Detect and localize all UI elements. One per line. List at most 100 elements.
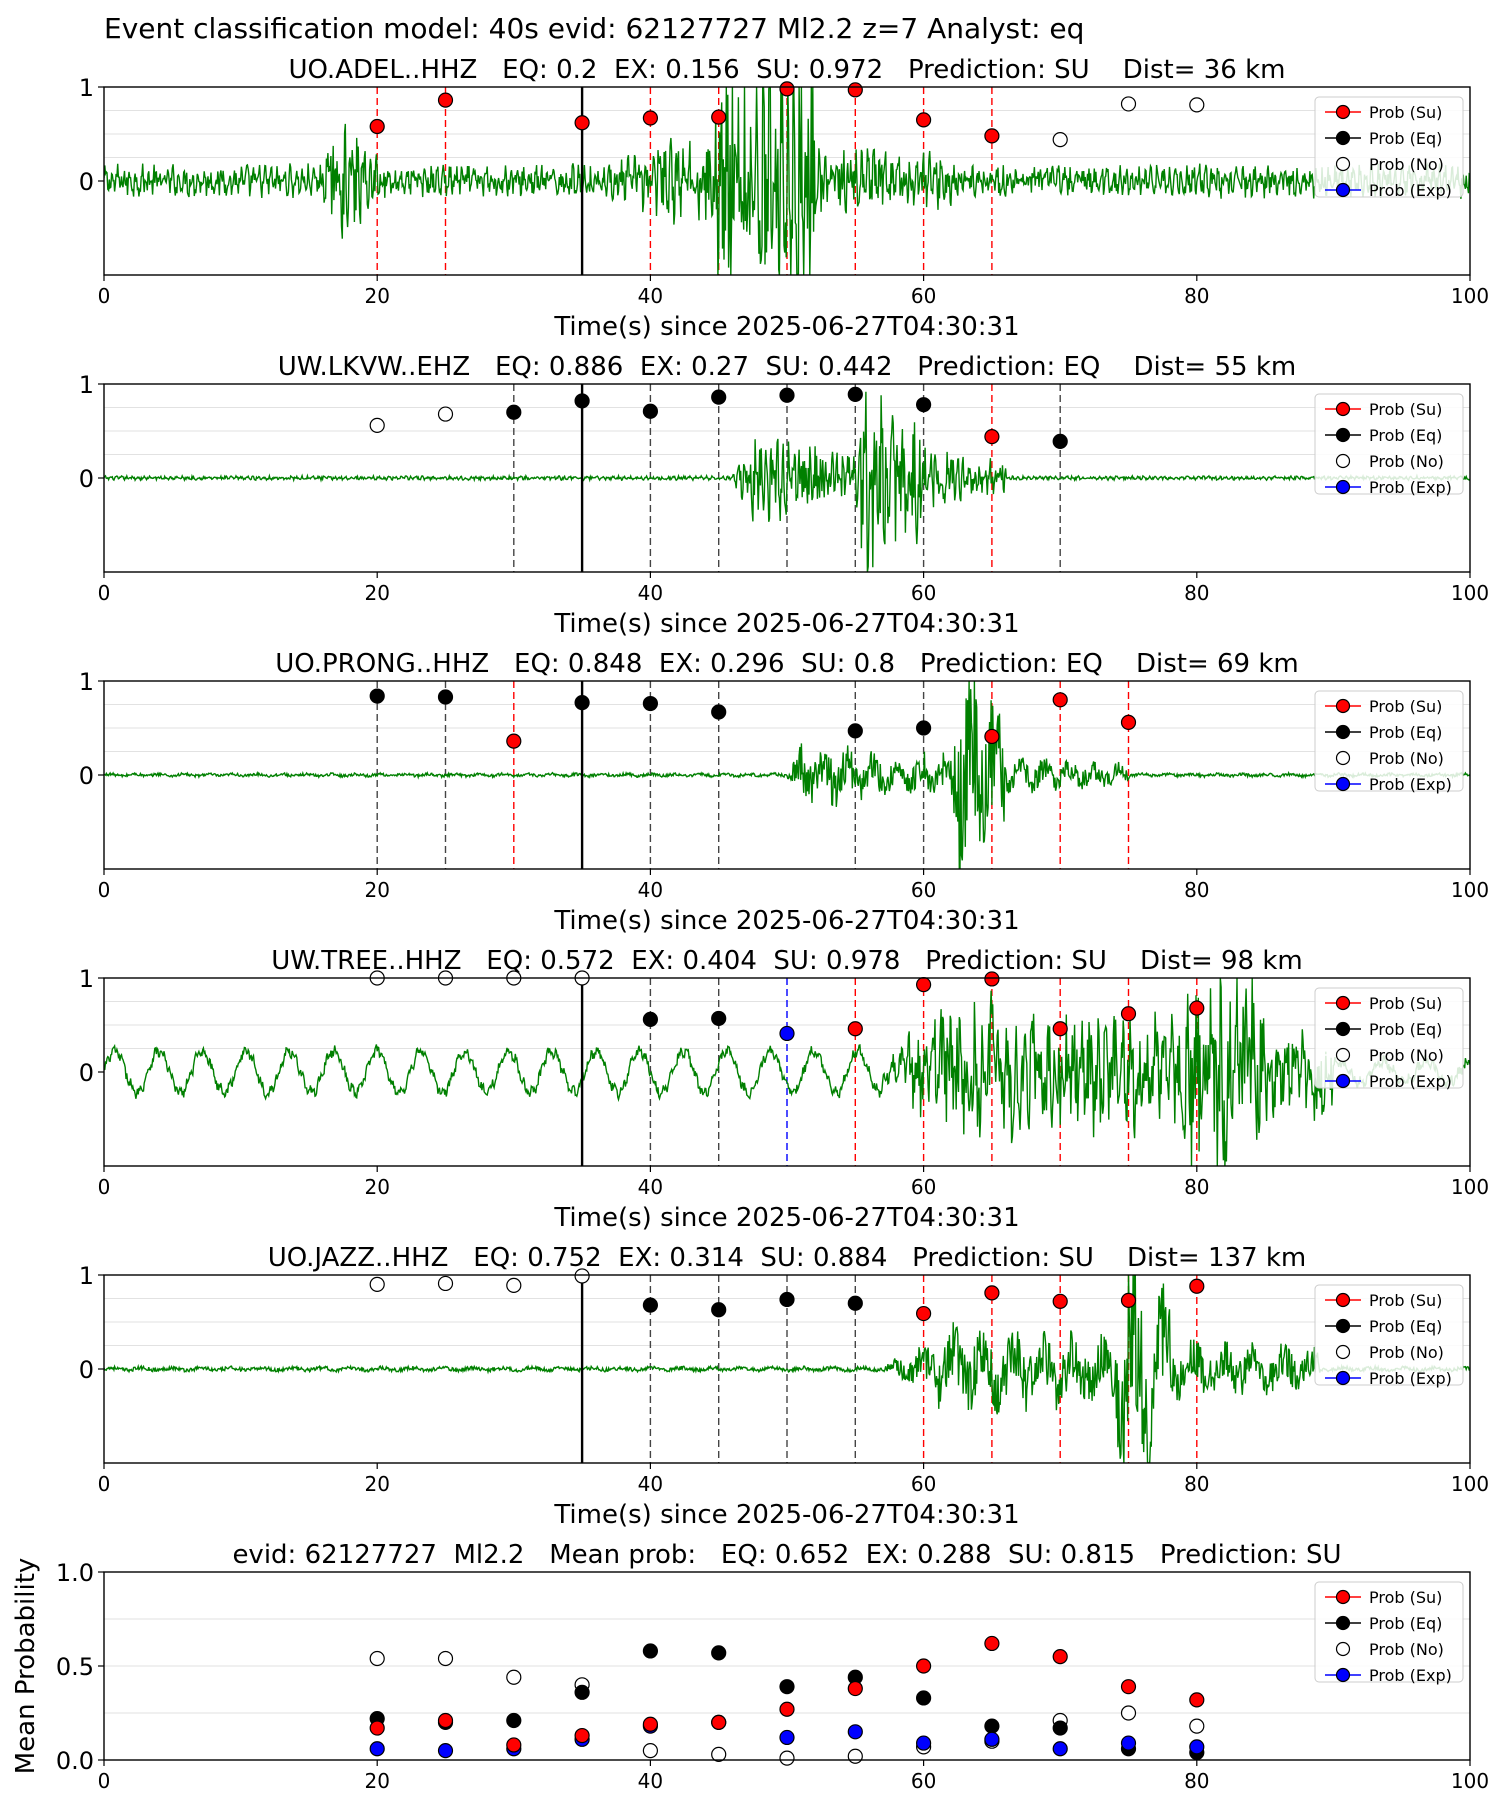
prob-point-su bbox=[1120, 1292, 1137, 1308]
y-tick-label: 1 bbox=[79, 74, 94, 102]
legend-label: Prob (Exp) bbox=[1369, 478, 1452, 497]
panel-2: 0 20 40 60 80 100 0 1 UW.LKVW..EHZ EQ: 0.886 EX:… bbox=[79, 352, 1489, 639]
mean-prob-point-exp bbox=[984, 1731, 1000, 1747]
legend-label: Prob (Su) bbox=[1369, 1291, 1442, 1310]
legend-marker-exp bbox=[1335, 182, 1351, 198]
prob-point-su bbox=[984, 971, 1000, 987]
x-tick-label: 0 bbox=[98, 581, 111, 605]
x-tick-label: 60 bbox=[911, 1175, 936, 1199]
mean-prob-point-su bbox=[1120, 1679, 1137, 1695]
x-axis-label: Time(s) since 2025-06-27T04:30:31 bbox=[553, 312, 1019, 342]
mean-prob-point-no bbox=[1120, 1705, 1137, 1721]
x-tick-label: 80 bbox=[1184, 1472, 1209, 1496]
prob-point-eq bbox=[437, 689, 454, 705]
prob-point-eq bbox=[915, 720, 932, 736]
legend-box bbox=[1314, 96, 1464, 198]
mean-prob-point-exp bbox=[1120, 1735, 1137, 1751]
prob-point-eq bbox=[711, 704, 727, 720]
legend-label: Prob (No) bbox=[1369, 1046, 1444, 1065]
legend-label: Prob (No) bbox=[1369, 1640, 1444, 1659]
legend-label: Prob (Su) bbox=[1369, 994, 1442, 1013]
x-tick-label: 40 bbox=[638, 1175, 663, 1199]
mean-prob-point-su bbox=[1052, 1648, 1068, 1665]
prob-point-su bbox=[1120, 714, 1137, 730]
x-tick-label: 20 bbox=[364, 581, 389, 605]
mean-prob-point-eq bbox=[915, 1690, 932, 1706]
prob-point-no bbox=[1052, 132, 1068, 148]
legend-label: Prob (Exp) bbox=[1369, 1369, 1452, 1388]
mean-prob-point-su bbox=[711, 1714, 727, 1731]
legend-marker-su bbox=[1335, 698, 1351, 714]
waveform-trace bbox=[104, 391, 1470, 572]
mean-prob-point-eq bbox=[506, 1712, 522, 1729]
y-tick-label: 0.5 bbox=[56, 1653, 94, 1681]
legend-label: Prob (Eq) bbox=[1369, 426, 1442, 445]
mean-prob-point-no bbox=[847, 1748, 863, 1764]
prob-point-eq bbox=[369, 688, 385, 704]
prob-point-no bbox=[437, 1275, 454, 1292]
prob-point-eq bbox=[642, 1297, 659, 1313]
legend-marker-eq bbox=[1335, 1318, 1351, 1334]
prob-point-su bbox=[984, 728, 1000, 745]
x-tick-label: 80 bbox=[1184, 581, 1209, 605]
legend-label: Prob (Su) bbox=[1369, 697, 1442, 716]
mean-prob-point-no bbox=[642, 1742, 659, 1759]
prob-point-su bbox=[915, 112, 932, 128]
legend-label: Prob (No) bbox=[1369, 1343, 1444, 1362]
prob-point-no bbox=[369, 417, 385, 433]
y-tick-label: 0.0 bbox=[56, 1747, 94, 1775]
prob-point-su bbox=[1052, 1021, 1068, 1037]
prob-point-su bbox=[437, 92, 454, 108]
legend-marker-su bbox=[1335, 1292, 1351, 1308]
legend: Prob (Su) Prob (Eq) Prob (No) Prob (Exp) bbox=[1314, 1581, 1464, 1685]
y-axis-label: Mean Probability bbox=[11, 1558, 41, 1775]
x-tick-label: 40 bbox=[638, 1472, 663, 1496]
prob-point-su bbox=[984, 128, 1000, 144]
waveform-trace bbox=[104, 1275, 1470, 1463]
mean-prob-point-eq bbox=[1052, 1720, 1068, 1736]
prob-point-su bbox=[642, 110, 659, 126]
legend-label: Prob (Exp) bbox=[1369, 775, 1452, 794]
legend-marker-no bbox=[1335, 1047, 1351, 1063]
prob-point-eq bbox=[506, 404, 522, 420]
prob-point-su bbox=[915, 1305, 932, 1322]
legend-marker-no bbox=[1335, 1344, 1351, 1360]
prob-point-su bbox=[1052, 1293, 1068, 1309]
x-tick-label: 60 bbox=[911, 1472, 936, 1496]
legend-label: Prob (Exp) bbox=[1369, 1666, 1452, 1685]
y-tick-label: 1 bbox=[79, 371, 94, 399]
prob-point-eq bbox=[847, 386, 863, 402]
legend-marker-eq bbox=[1335, 427, 1351, 443]
x-tick-label: 60 bbox=[911, 581, 936, 605]
mean-prob-point-su bbox=[779, 1701, 795, 1717]
prob-point-eq bbox=[642, 1011, 659, 1027]
x-tick-label: 20 bbox=[364, 878, 389, 902]
mean-prob-point-eq bbox=[642, 1643, 659, 1659]
x-tick-label: 0 bbox=[98, 1472, 111, 1496]
y-tick-label: 1 bbox=[79, 668, 94, 696]
prob-point-su bbox=[1052, 692, 1068, 708]
mean-prob-point-no bbox=[437, 1650, 454, 1667]
x-tick-label: 80 bbox=[1184, 1769, 1209, 1793]
x-axis-label: Time(s) since 2025-06-27T04:30:31 bbox=[553, 906, 1019, 936]
mean-prob-point-su bbox=[1189, 1692, 1205, 1708]
y-tick-label: 1 bbox=[79, 1262, 94, 1290]
panel-title: UW.LKVW..EHZ EQ: 0.886 EX: 0.27 SU: 0.44… bbox=[278, 352, 1296, 382]
legend: Prob (Su) Prob (Eq) Prob (No) Prob (Exp) bbox=[1314, 393, 1464, 497]
prob-point-eq bbox=[711, 1302, 727, 1318]
prob-point-no bbox=[506, 1277, 522, 1293]
prob-point-eq bbox=[915, 397, 932, 413]
prob-point-su bbox=[574, 115, 590, 131]
panel-title: UO.JAZZ..HHZ EQ: 0.752 EX: 0.314 SU: 0.8… bbox=[268, 1243, 1307, 1273]
legend-label: Prob (No) bbox=[1369, 452, 1444, 471]
mean-prob-point-su bbox=[847, 1680, 863, 1697]
prob-point-eq bbox=[847, 723, 863, 739]
legend-marker-no bbox=[1335, 156, 1351, 172]
legend-label: Prob (No) bbox=[1369, 155, 1444, 174]
x-tick-label: 80 bbox=[1184, 878, 1209, 902]
prob-point-su bbox=[1189, 1000, 1205, 1016]
x-tick-label: 60 bbox=[911, 284, 936, 308]
prob-point-exp bbox=[779, 1025, 795, 1042]
